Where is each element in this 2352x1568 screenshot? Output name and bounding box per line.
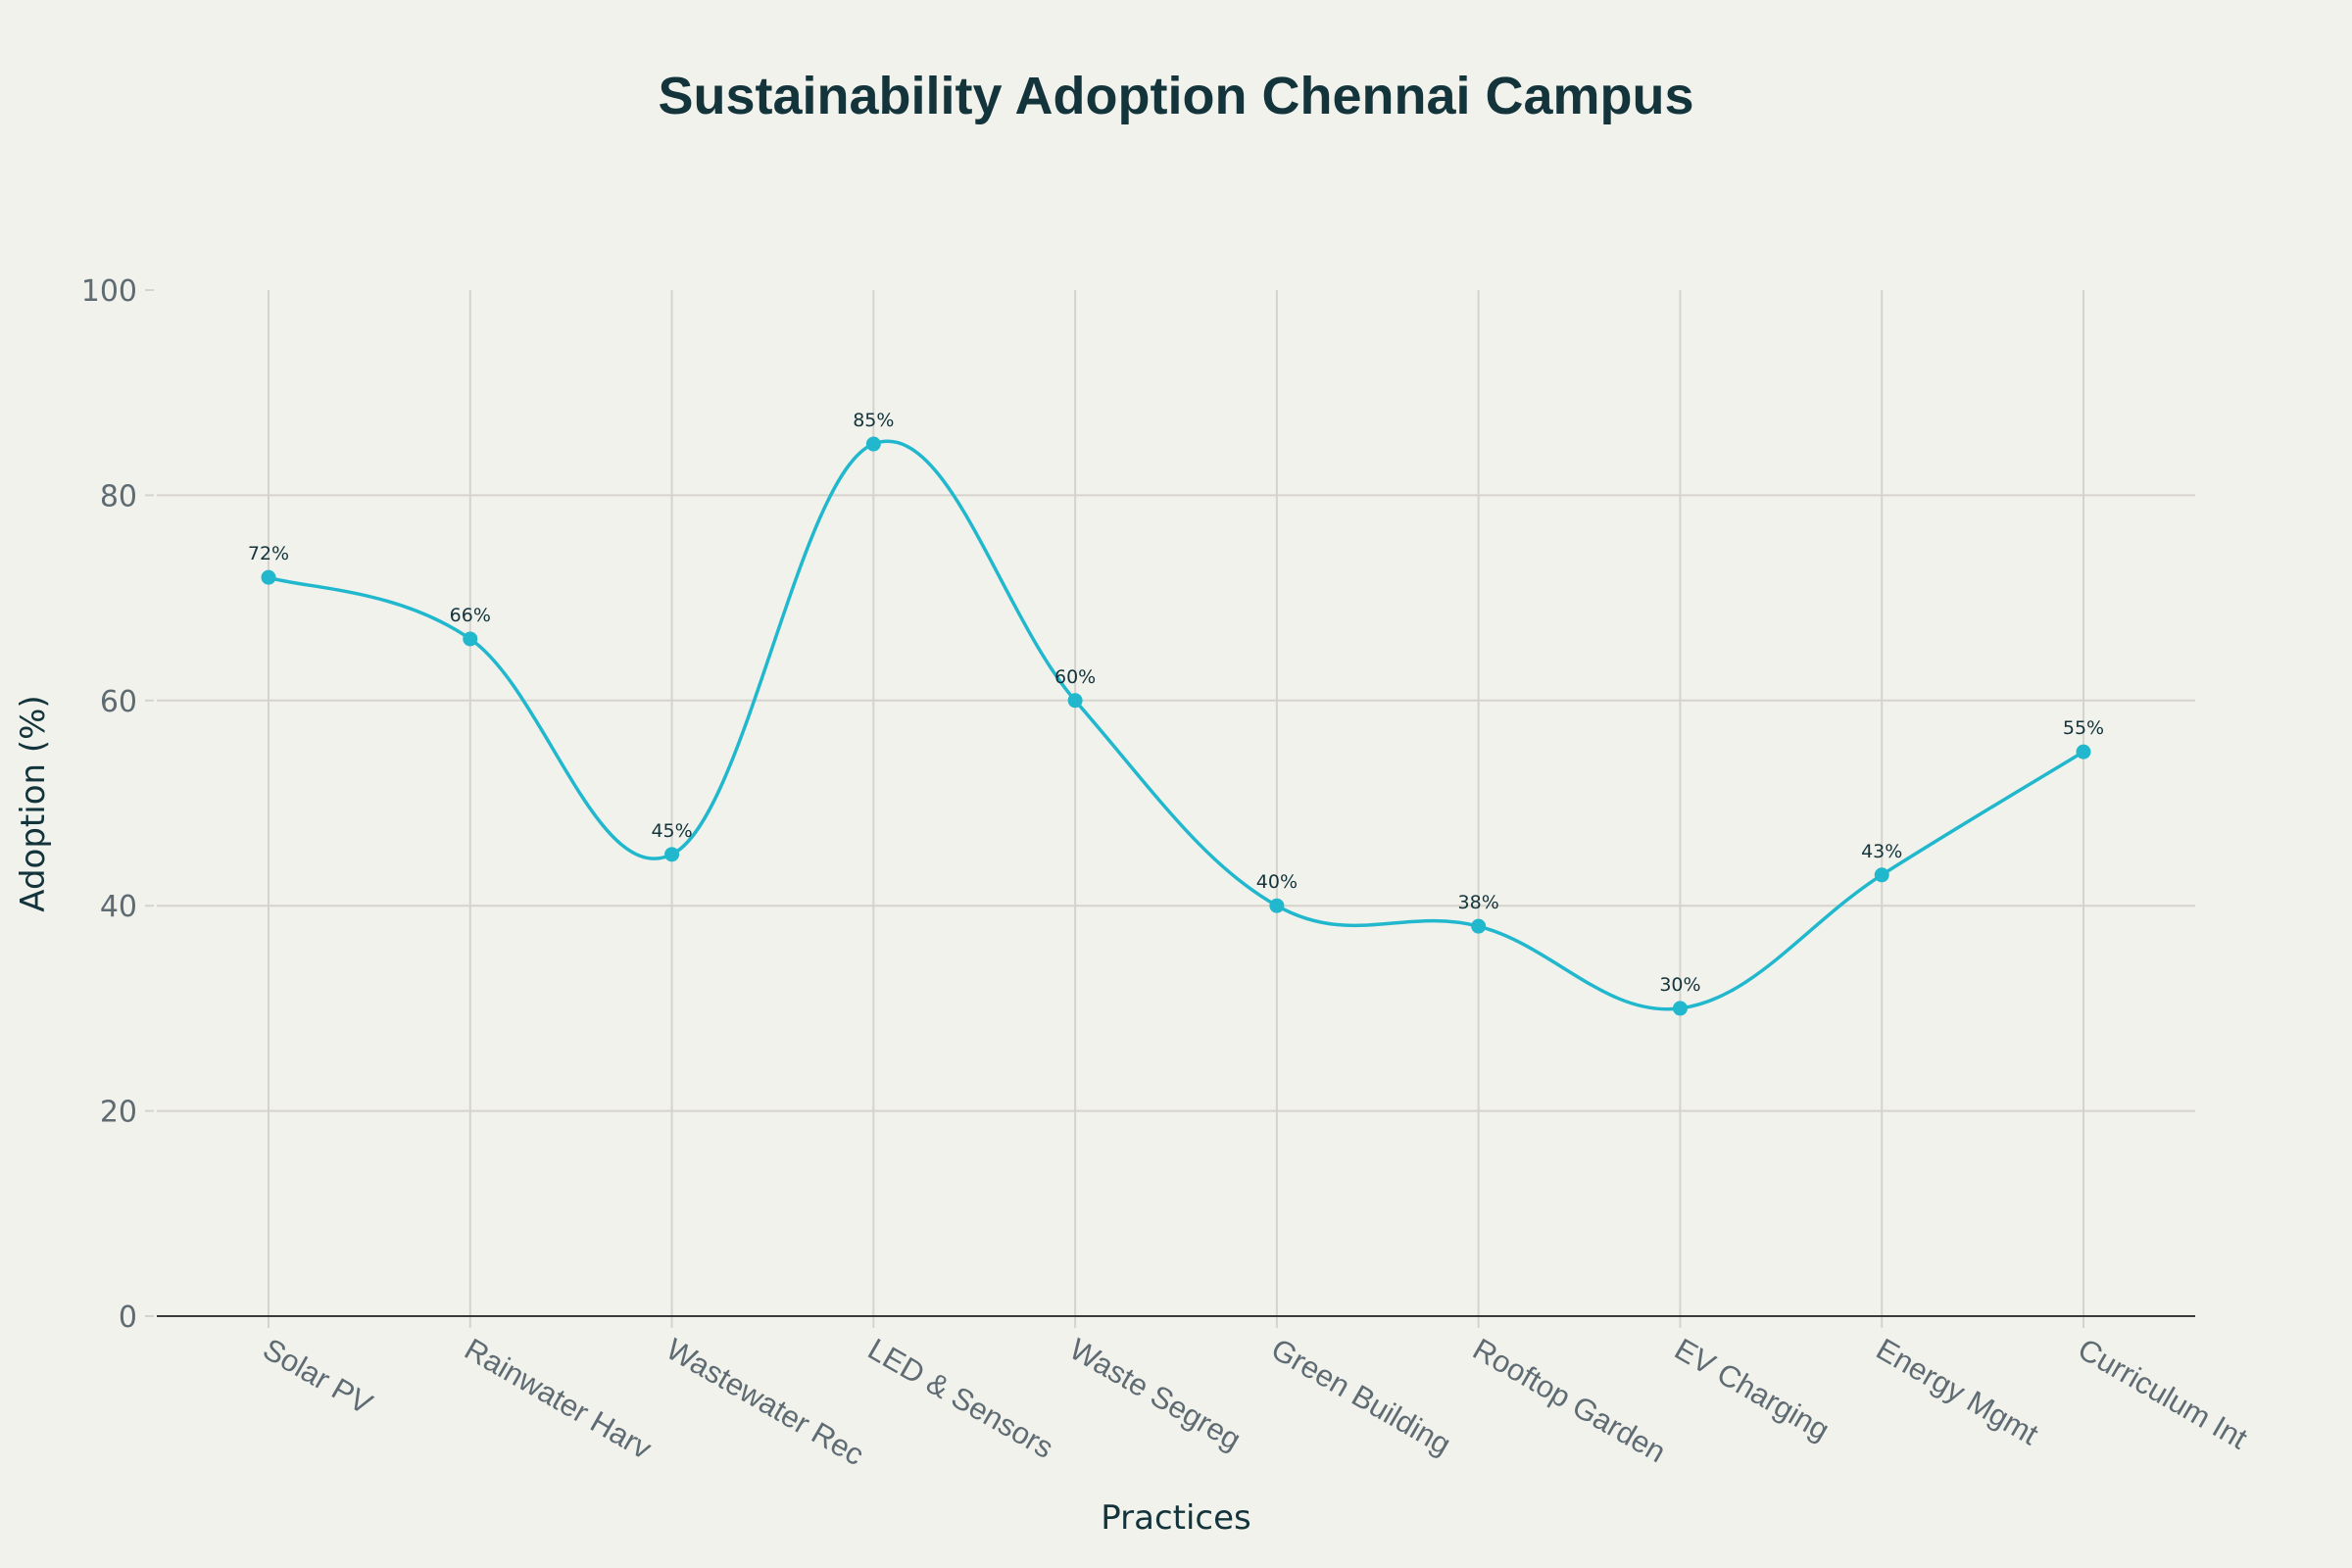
series-line-adoption bbox=[268, 439, 2084, 1011]
data-label: 30% bbox=[1659, 974, 1700, 996]
data-label: 85% bbox=[853, 410, 894, 431]
data-point bbox=[1874, 867, 1889, 883]
data-point bbox=[1672, 1001, 1688, 1016]
data-point bbox=[1471, 918, 1487, 934]
data-labels: 72% 66% 45% 85% 60% 40% 38% 30% 43% 55% bbox=[248, 410, 2104, 996]
x-gridlines bbox=[268, 290, 2084, 1328]
data-label: 55% bbox=[2063, 717, 2104, 739]
data-point bbox=[1269, 898, 1285, 913]
y-axis-ticks: 0 20 40 60 80 100 bbox=[81, 274, 154, 1335]
series-markers bbox=[261, 436, 2091, 1016]
data-point bbox=[463, 631, 478, 647]
y-gridlines bbox=[157, 494, 2195, 1112]
y-tick-label: 20 bbox=[100, 1096, 137, 1130]
data-point bbox=[1067, 693, 1083, 709]
x-axis-title: Practices bbox=[1101, 1498, 1251, 1538]
y-tick-label: 80 bbox=[100, 479, 137, 514]
y-tick-label: 60 bbox=[100, 685, 137, 719]
y-tick-label: 40 bbox=[100, 890, 137, 924]
data-label: 43% bbox=[1861, 841, 1902, 862]
chart-title: Sustainability Adoption Chennai Campus bbox=[658, 67, 1693, 125]
data-label: 66% bbox=[450, 605, 491, 626]
y-tick-label: 0 bbox=[119, 1300, 137, 1335]
data-label: 45% bbox=[651, 820, 692, 842]
data-label: 60% bbox=[1054, 666, 1096, 688]
y-tick-label: 100 bbox=[81, 274, 137, 309]
data-point bbox=[261, 569, 276, 585]
data-label: 38% bbox=[1458, 892, 1499, 913]
data-label: 72% bbox=[248, 543, 289, 564]
data-point bbox=[865, 436, 881, 452]
data-label: 40% bbox=[1256, 871, 1298, 893]
data-point bbox=[664, 847, 680, 862]
data-point bbox=[2076, 744, 2091, 760]
y-axis-title: Adoption (%) bbox=[14, 695, 53, 911]
